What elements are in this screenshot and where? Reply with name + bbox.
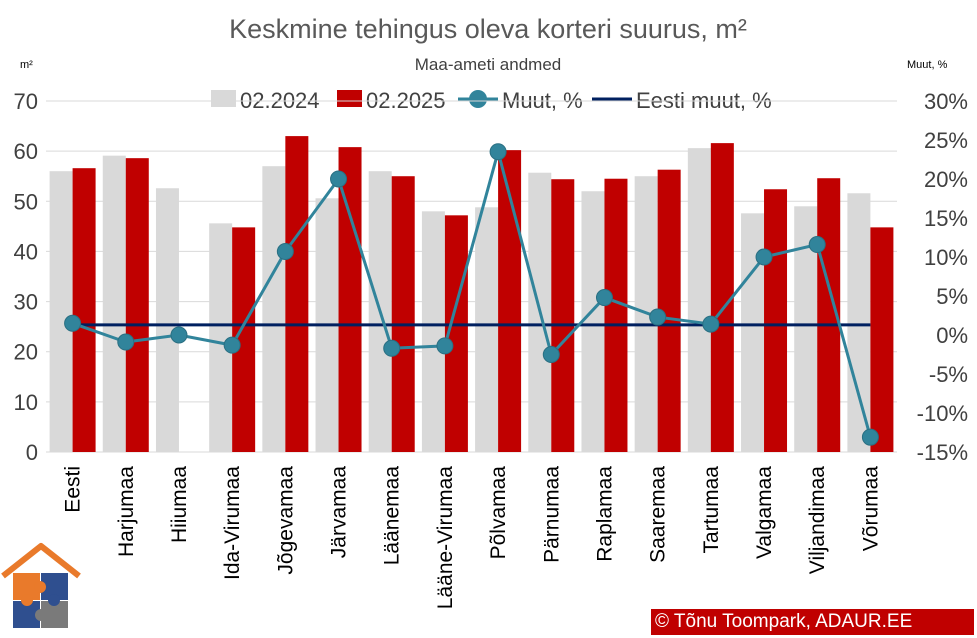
- bar-2024: [102, 155, 126, 453]
- legend-swatch-2025: [337, 90, 362, 107]
- legend-marker-change: [469, 90, 487, 108]
- category-label: Viljandimaa: [806, 466, 829, 574]
- y2-tick-label: 0%: [936, 323, 968, 348]
- change-point: [64, 314, 82, 332]
- logo-knob-3: [21, 594, 33, 606]
- chart-title: Keskmine tehingus oleva korteri suurus, …: [229, 14, 747, 44]
- y2-tick-label: -5%: [929, 362, 968, 387]
- change-point: [542, 346, 560, 363]
- bar-2025: [498, 150, 522, 452]
- bars: [49, 136, 894, 453]
- y2-tick-label: 25%: [924, 128, 968, 153]
- category-label: Hiiumaa: [168, 466, 191, 543]
- change-point: [861, 428, 879, 446]
- category-label: Ida-Virumaa: [221, 466, 244, 580]
- category-label: Jõgevamaa: [274, 466, 297, 575]
- y2-tick-label: 10%: [924, 245, 968, 270]
- y-axis-unit-label: m²: [20, 59, 33, 71]
- category-label: Raplamaa: [593, 466, 616, 562]
- y2-tick-label: 15%: [924, 206, 968, 231]
- y2-tick-label: 20%: [924, 167, 968, 192]
- bar-2025: [125, 158, 149, 453]
- copyright-badge: © Tõnu Toompark, ADAUR.EE: [651, 609, 974, 635]
- legend-swatch-2024: [211, 90, 236, 107]
- y2-tick-label: 5%: [936, 284, 968, 309]
- bar-2025: [391, 176, 415, 452]
- puzzle-house-logo: [1, 543, 81, 628]
- change-point: [383, 339, 401, 357]
- change-point: [702, 315, 720, 333]
- y-tick-label: 60: [14, 139, 38, 164]
- bar-2024: [741, 213, 765, 452]
- logo-roof: [1, 543, 81, 579]
- change-line: [72, 145, 872, 438]
- change-line-group: [64, 143, 879, 446]
- y-tick-label: 30: [14, 290, 38, 315]
- bar-2025: [444, 215, 468, 452]
- change-point: [170, 326, 188, 344]
- change-point: [595, 289, 613, 307]
- change-point: [436, 337, 454, 355]
- bar-2024: [687, 148, 711, 453]
- bar-2025: [764, 189, 788, 452]
- category-label: Lääne-Virumaa: [434, 466, 457, 610]
- y2-axis-unit-label: Muut, %: [907, 59, 948, 71]
- category-label: Võrumaa: [859, 466, 882, 552]
- bar-2024: [475, 207, 499, 452]
- change-point: [117, 333, 135, 351]
- y2-tick-label: -15%: [917, 440, 968, 465]
- y-tick-label: 50: [14, 189, 38, 214]
- bar-2025: [285, 136, 309, 452]
- bar-2024: [262, 166, 286, 452]
- bar-2025: [710, 143, 734, 452]
- y-tick-label: 20: [14, 340, 38, 365]
- category-label: Harjumaa: [115, 466, 138, 557]
- y-tick-label: 70: [14, 89, 38, 114]
- change-point: [276, 243, 294, 261]
- bar-2024: [155, 188, 179, 452]
- y2-tick-label: 30%: [924, 89, 968, 114]
- bar-2024: [209, 223, 233, 452]
- logo-knob-1: [34, 581, 46, 593]
- y-tick-label: 0: [26, 440, 38, 465]
- bar-2025: [870, 227, 894, 452]
- bar-2025: [551, 179, 575, 453]
- category-label: Saaremaa: [647, 466, 670, 563]
- bar-2025: [657, 169, 681, 452]
- category-label: Läänemaa: [381, 466, 404, 566]
- bar-2025: [604, 178, 628, 452]
- bar-2024: [581, 191, 605, 452]
- category-label: Eesti: [62, 466, 85, 513]
- change-point: [808, 236, 826, 254]
- category-label: Tartumaa: [700, 466, 723, 554]
- bar-2025: [72, 168, 96, 453]
- category-label: Pärnumaa: [540, 466, 563, 563]
- bar-2024: [847, 193, 871, 452]
- category-label: Põlvamaa: [487, 466, 510, 560]
- y-tick-label: 40: [14, 239, 38, 264]
- category-label: Valgamaa: [753, 466, 776, 559]
- bar-2025: [232, 227, 256, 452]
- bar-2024: [49, 171, 73, 452]
- change-point: [489, 143, 507, 161]
- change-point: [649, 308, 667, 326]
- bar-2025: [338, 147, 362, 453]
- change-point: [330, 170, 348, 188]
- logo-knob-2: [48, 594, 60, 606]
- logo-knob-4: [35, 609, 47, 621]
- y-axis-ticks: 0 10 20 30 40 50 60 70: [14, 89, 38, 465]
- bar-2024: [421, 211, 445, 452]
- change-point: [223, 336, 241, 354]
- category-labels: Eesti Harjumaa Hiiumaa Ida-Virumaa Jõgevamaa…: [62, 466, 883, 610]
- y2-tick-label: -10%: [917, 401, 968, 426]
- chart-subtitle: Maa-ameti andmed: [415, 55, 561, 74]
- bar-2024: [794, 206, 818, 452]
- category-label: Järvamaa: [328, 466, 351, 559]
- y2-axis-ticks: -15% -10% -5% 0% 5% 10% 15% 20% 25% 30%: [917, 89, 968, 465]
- change-point: [755, 248, 773, 266]
- y-tick-label: 10: [14, 390, 38, 415]
